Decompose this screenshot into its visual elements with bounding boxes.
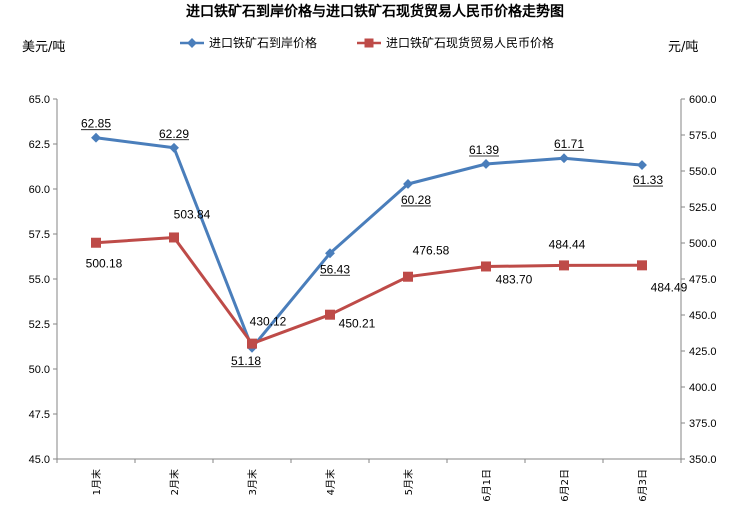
x-axis-tick-label: 6月1日 [481, 469, 493, 502]
series-1-data-label: 60.28 [401, 193, 431, 207]
right-axis-tick-label: 350.0 [689, 454, 717, 466]
right-axis-tick-label: 500.0 [689, 238, 717, 250]
x-axis-tick-label: 6月2日 [559, 469, 571, 502]
left-axis-tick-label: 47.5 [29, 409, 50, 421]
series-1-point [403, 179, 413, 189]
series-1-point [559, 153, 569, 164]
right-axis-tick-label: 550.0 [689, 166, 717, 178]
x-axis-tick-label: 3月末 [246, 469, 259, 495]
left-axis-tick-label: 57.5 [29, 229, 50, 241]
x-axis-tick-label: 5月末 [402, 469, 415, 495]
legend-label-series-2: 进口铁矿石现货贸易人民币价格 [386, 35, 554, 50]
left-axis-tick-label: 52.5 [29, 319, 50, 331]
series-2-data-label: 483.70 [496, 272, 533, 286]
series-1-line [95, 136, 643, 350]
series-1-data-label: 62.29 [159, 127, 189, 141]
series-2-data-label: 476.58 [413, 244, 450, 258]
legend-label-series-1: 进口铁矿石到岸价格 [209, 35, 317, 50]
series-2-data-label: 503.84 [174, 207, 211, 221]
x-axis-tick-label: 6月3日 [637, 469, 649, 502]
series-2-line [95, 236, 643, 346]
series-2-point [481, 261, 491, 272]
right-axis-tick-label: 425.0 [689, 346, 717, 358]
series-2-data-label: 450.21 [339, 317, 376, 331]
right-axis-tick-label: 450.0 [689, 310, 717, 322]
series-1-point [169, 142, 179, 153]
x-axis-tick-label: 4月末 [324, 469, 337, 495]
left-axis-tick-label: 50.0 [29, 364, 50, 376]
legend: 进口铁矿石到岸价格 进口铁矿石现货贸易人民币价格 [180, 35, 554, 50]
series-2-data-label: 500.18 [86, 257, 123, 271]
series-1-point [481, 159, 491, 169]
left-axis-unit: 美元/吨 [22, 40, 65, 55]
series-layer [91, 132, 647, 353]
left-axis-tick-label: 60.0 [29, 184, 50, 196]
series-2-point [403, 271, 413, 282]
right-axis-tick-label: 400.0 [689, 382, 717, 394]
series-2-point [325, 309, 335, 320]
right-axis-tick-label: 375.0 [689, 418, 717, 430]
right-axis-tick-label: 600.0 [689, 94, 717, 106]
right-axis-tick-label: 575.0 [689, 130, 717, 142]
left-axis-tick-label: 45.0 [29, 454, 50, 466]
series-1-data-label: 61.39 [469, 143, 499, 157]
series-2-point [559, 260, 569, 271]
series-1-point [637, 160, 647, 171]
chart-title: 进口铁矿石到岸价格与进口铁矿石现货贸易人民币价格走势图 [186, 3, 564, 20]
series-1-data-label: 51.18 [231, 354, 261, 368]
series-1-data-label: 56.43 [320, 262, 350, 276]
series-2-point [637, 260, 647, 271]
series-2-point [247, 338, 257, 349]
series-1-point [325, 248, 335, 259]
series-2-data-label: 484.44 [549, 237, 586, 251]
series-1-data-label: 62.85 [81, 117, 111, 131]
left-axis-tick-label: 55.0 [29, 274, 50, 286]
x-axis-tick-label: 1月末 [90, 469, 103, 495]
axes: 45.0 47.5 50.0 52.5 55.0 57.5 60.0 62.5 65.0 350.… [29, 94, 717, 502]
series-2-data-label: 484.49 [651, 280, 688, 294]
series-1-point [91, 132, 101, 143]
right-axis-tick-label: 525.0 [689, 202, 717, 214]
series-2-point [169, 232, 179, 243]
series-1-data-label: 61.33 [633, 173, 663, 187]
left-axis-tick-label: 62.5 [29, 139, 50, 151]
series-2-point [91, 237, 101, 248]
x-axis-tick-label: 2月末 [168, 469, 181, 495]
series-2-data-label: 430.12 [250, 315, 287, 329]
data-labels: 62.85 62.29 51.18 56.43 60.28 61.39 61.71 61.33… [80, 117, 688, 368]
right-axis-tick-label: 475.0 [689, 274, 717, 286]
right-axis-unit: 元/吨 [668, 40, 698, 55]
legend-marker-series-2 [364, 38, 374, 48]
left-axis-tick-label: 65.0 [29, 94, 50, 106]
series-1-data-label: 61.71 [554, 137, 584, 151]
legend-marker-series-1 [187, 38, 197, 48]
